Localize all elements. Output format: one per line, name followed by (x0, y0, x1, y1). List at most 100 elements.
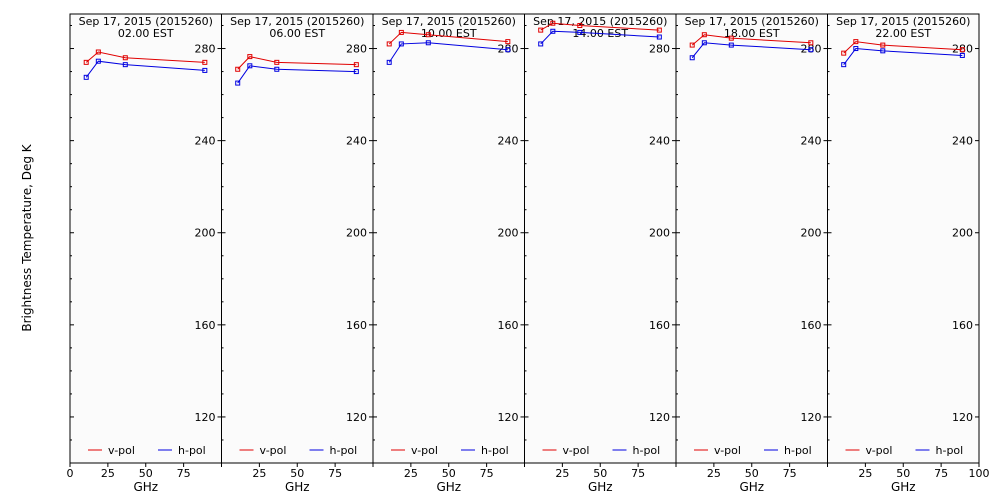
data-point (274, 66, 280, 72)
chart-subtitle: 18.00 EST (724, 27, 780, 40)
chart-title: Sep 17, 2015 (2015260) (79, 15, 213, 28)
y-tick-label: 200 (346, 227, 367, 240)
chart-title: Sep 17, 2015 (2015260) (836, 15, 970, 28)
data-point (550, 20, 556, 26)
x-tick-label: 25 (858, 467, 872, 480)
data-point (202, 59, 208, 65)
y-tick-label: 280 (498, 43, 519, 56)
series-line-v-pol (388, 31, 508, 45)
series-line-h-pol (691, 42, 811, 59)
y-tick-label: 120 (195, 411, 216, 424)
chart-subtitle: 06.00 EST (269, 27, 325, 40)
series-line-h-pol (388, 42, 508, 63)
chart-subtitle: 10.00 EST (421, 27, 477, 40)
series-line-v-pol (691, 34, 811, 46)
data-point (538, 27, 544, 33)
chart-panel: Sep 17, 2015 (2015260)02.00 EST 120 160 200… (67, 13, 222, 494)
plot-area (524, 13, 677, 464)
y-tick-label: 280 (195, 43, 216, 56)
data-point (386, 59, 392, 65)
data-point (728, 42, 734, 48)
y-tick-label: 200 (498, 227, 519, 240)
data-point (689, 55, 695, 61)
chart-panel: Sep 17, 2015 (2015260)10.00 EST 120 160 200… (372, 13, 525, 494)
data-point (853, 46, 859, 52)
y-tick-label: 280 (952, 43, 973, 56)
y-tick-label: 200 (801, 227, 822, 240)
y-tick-label: 160 (346, 319, 367, 332)
legend-label: v-pol (866, 444, 893, 457)
x-tick-label: 100 (969, 467, 990, 480)
chart-subtitle: 02.00 EST (118, 27, 174, 40)
legend-label: h-pol (784, 444, 812, 457)
chart-panel: Sep 17, 2015 (2015260)06.00 EST 120 160 200… (221, 13, 374, 494)
data-point (808, 40, 814, 46)
panels: Sep 17, 2015 (2015260)02.00 EST120160200… (67, 13, 990, 494)
x-axis-label: GHz (436, 480, 461, 494)
data-point (505, 39, 511, 45)
x-tick-label: 50 (442, 467, 456, 480)
x-tick-label: 25 (101, 467, 115, 480)
x-tick-label: 50 (745, 467, 759, 480)
legend-label: h-pol (633, 444, 661, 457)
data-point (386, 41, 392, 47)
data-point (689, 42, 695, 48)
legend-label: v-pol (563, 444, 590, 457)
y-tick-label: 240 (195, 135, 216, 148)
y-tick-label: 120 (498, 411, 519, 424)
x-tick-label: 75 (177, 467, 191, 480)
y-tick-label: 160 (801, 319, 822, 332)
data-point (880, 42, 886, 48)
y-tick-label: 280 (346, 43, 367, 56)
data-point (274, 59, 280, 65)
series-line-h-pol (237, 65, 357, 84)
y-tick-label: 160 (952, 319, 973, 332)
data-point (880, 48, 886, 54)
legend-label: h-pol (330, 444, 358, 457)
data-point (656, 27, 662, 33)
x-tick-label: 50 (593, 467, 607, 480)
plot-area (221, 13, 374, 464)
data-point (425, 40, 431, 46)
data-point (247, 54, 253, 60)
data-point (247, 63, 253, 69)
series-line-h-pol (85, 60, 205, 78)
x-tick-label: 75 (783, 467, 797, 480)
data-point (959, 47, 965, 53)
data-point (505, 47, 511, 53)
x-tick-label: 25 (555, 467, 569, 480)
data-point (95, 49, 101, 55)
x-tick-label: 50 (896, 467, 910, 480)
x-tick-label: 25 (252, 467, 266, 480)
x-axis-label: GHz (285, 480, 310, 494)
data-point (959, 52, 965, 58)
x-axis-label: GHz (133, 480, 158, 494)
y-tick-label: 280 (649, 43, 670, 56)
legend-label: h-pol (178, 444, 206, 457)
legend-label: v-pol (714, 444, 741, 457)
x-tick-label: 25 (707, 467, 721, 480)
y-tick-label: 280 (801, 43, 822, 56)
legend-label: h-pol (481, 444, 509, 457)
data-point (656, 34, 662, 40)
data-point (353, 69, 359, 75)
series-line-v-pol (540, 22, 660, 31)
legend-label: v-pol (260, 444, 287, 457)
y-tick-label: 160 (649, 319, 670, 332)
data-point (728, 35, 734, 41)
data-point (841, 62, 847, 68)
x-tick-label: 75 (934, 467, 948, 480)
y-tick-label: 240 (498, 135, 519, 148)
data-point (538, 41, 544, 47)
x-tick-label: 75 (328, 467, 342, 480)
series-line-h-pol (540, 30, 660, 45)
data-point (398, 41, 404, 47)
y-tick-label: 240 (801, 135, 822, 148)
x-tick-label: 75 (631, 467, 645, 480)
legend-label: v-pol (411, 444, 438, 457)
chart-subtitle: 22.00 EST (875, 27, 931, 40)
data-point (577, 23, 583, 29)
series-line-h-pol (843, 48, 963, 65)
data-point (853, 39, 859, 45)
